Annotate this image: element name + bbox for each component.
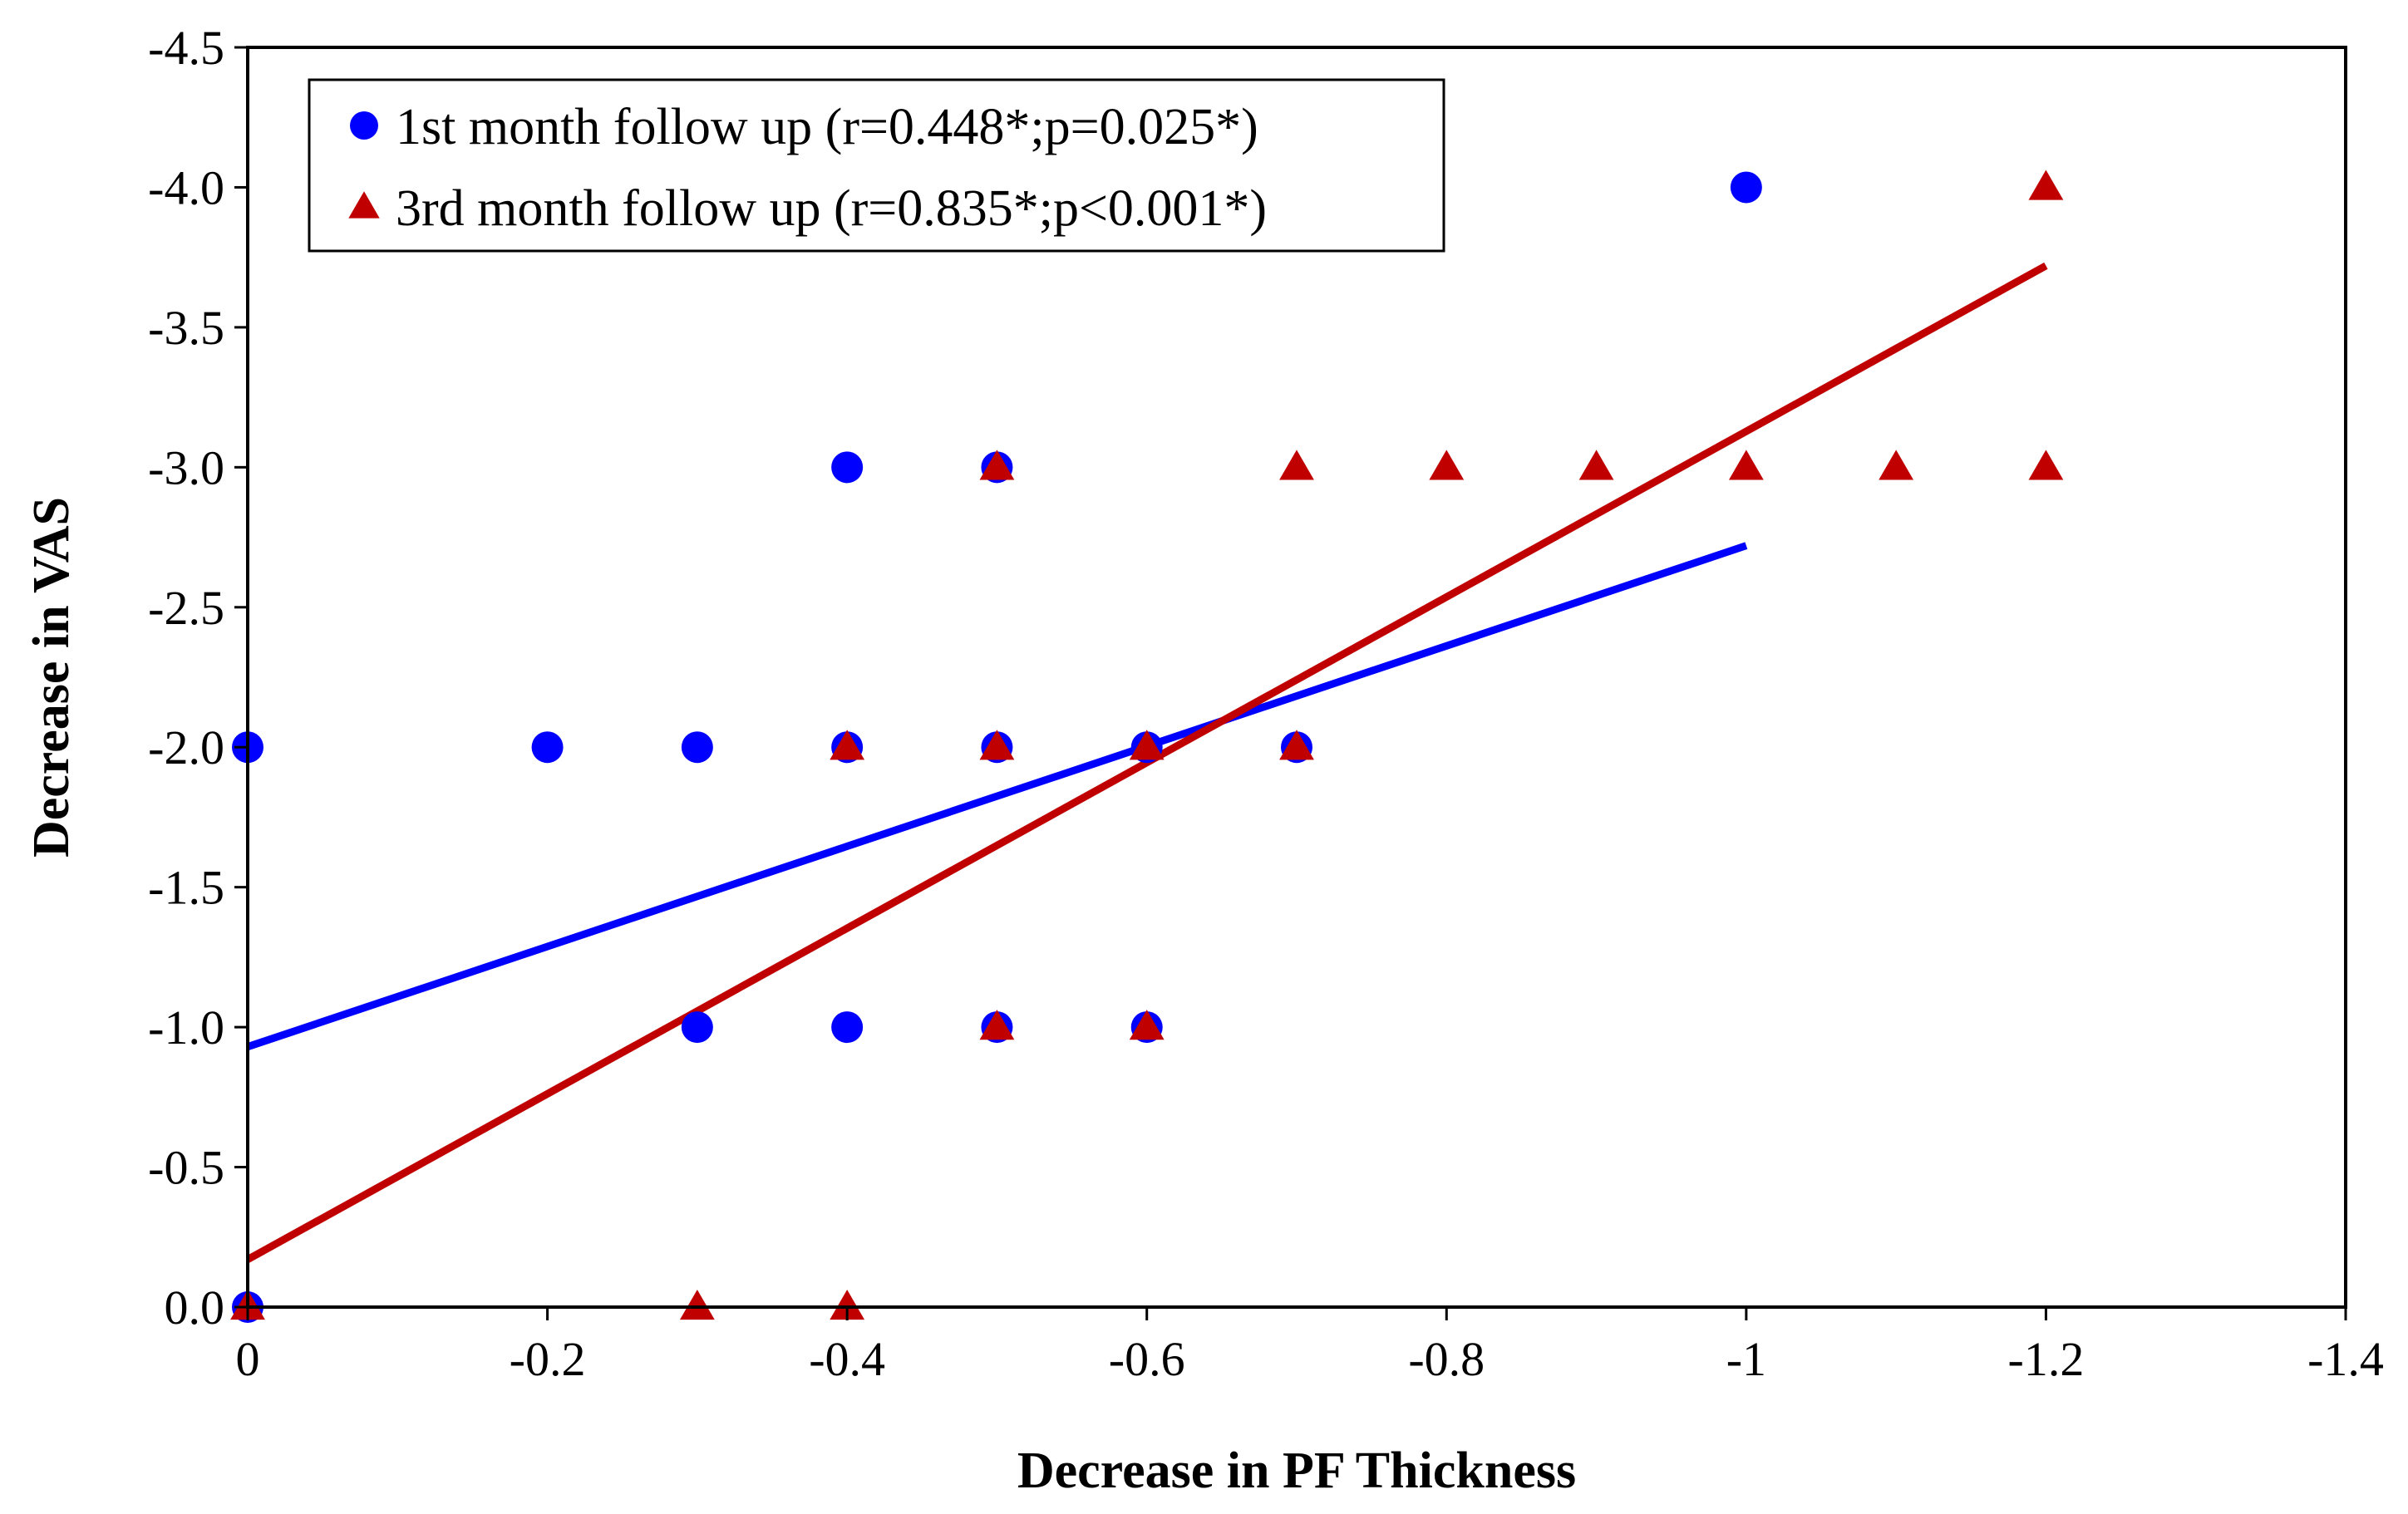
y-tick-label: -2.5: [148, 581, 224, 635]
legend: 1st month follow up (r=0.448*;p=0.025*) 3…: [308, 78, 1445, 253]
data-point: [681, 1011, 713, 1044]
data-point: [831, 451, 864, 484]
x-tick-label: -0.2: [510, 1332, 586, 1386]
y-tick-label: -2.0: [148, 720, 224, 774]
x-tick-label: -0.6: [1109, 1332, 1185, 1386]
data-point: [831, 1011, 864, 1044]
x-axis-title: Decrease in PF Thickness: [1017, 1443, 1576, 1499]
plot-area: [230, 170, 2064, 1323]
data-point: [1728, 450, 1764, 480]
x-tick-label: -0.4: [809, 1332, 885, 1386]
y-tick-label: -4.5: [148, 21, 224, 75]
data-point: [979, 730, 1015, 760]
data-point: [979, 450, 1015, 480]
data-point: [830, 1290, 865, 1320]
x-tick-label: -1.4: [2307, 1332, 2384, 1386]
data-point: [1279, 730, 1314, 760]
y-tick-label: -3.5: [148, 301, 224, 355]
y-tick-label: -0.5: [148, 1141, 224, 1195]
data-point: [1129, 730, 1165, 760]
legend-entry-label: 3rd month follow up (r=0.835*;p<0.001*): [396, 180, 1267, 237]
y-axis-title: Decrease in VAS: [23, 497, 80, 858]
data-point: [2028, 450, 2064, 480]
trendline-series-1: [246, 542, 1748, 1050]
data-point: [830, 730, 865, 760]
data-point: [1129, 1010, 1165, 1040]
plot-border: [246, 46, 2347, 1309]
data-point: [1279, 450, 1314, 480]
axes: 0 -0.2 -0.4 -0.6 -0.8 -1 -1.2 -1.4 0.0 -0.5 -1.0 -1…: [148, 21, 2384, 1386]
x-tick-label: 0: [236, 1332, 260, 1386]
x-tick-label: -1.2: [2008, 1332, 2085, 1386]
legend-entry-label: 1st month follow up (r=0.448*;p=0.025*): [396, 99, 1258, 155]
data-point: [2028, 170, 2064, 200]
data-point: [1730, 171, 1762, 204]
series-2-points: [230, 170, 2064, 1320]
data-point: [679, 1290, 715, 1320]
y-tick-label: -3.0: [148, 440, 224, 494]
data-point: [1429, 450, 1465, 480]
data-point: [1578, 450, 1614, 480]
legend-marker: [348, 191, 380, 219]
legend-box: [308, 78, 1445, 253]
y-tick-label: -1.0: [148, 1000, 224, 1054]
y-tick-label: -4.0: [148, 160, 224, 214]
data-point: [1879, 450, 1914, 480]
x-tick-label: -1: [1726, 1332, 1766, 1386]
legend-marker: [350, 111, 378, 140]
data-point: [681, 731, 713, 764]
data-point: [979, 1010, 1015, 1040]
y-tick-label: 0.0: [165, 1281, 225, 1335]
data-point: [531, 731, 564, 764]
y-tick-label: -1.5: [148, 861, 224, 915]
x-tick-label: -0.8: [1408, 1332, 1485, 1386]
